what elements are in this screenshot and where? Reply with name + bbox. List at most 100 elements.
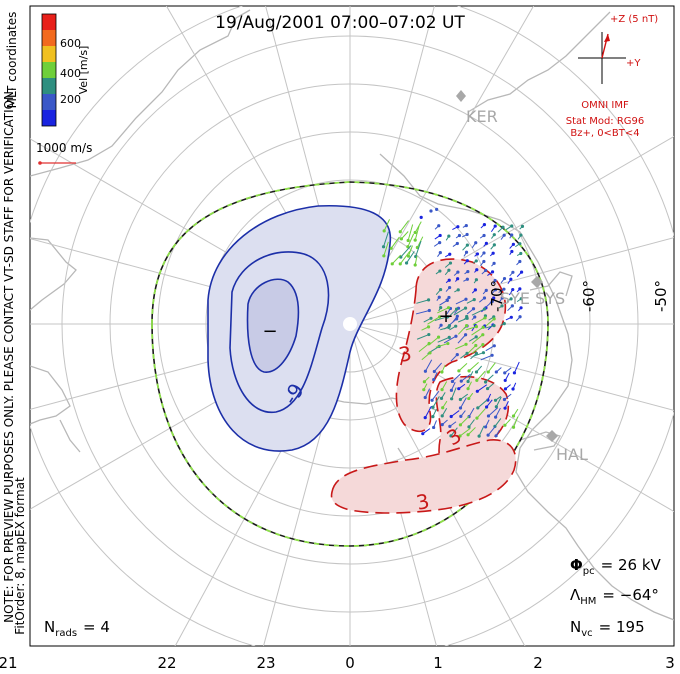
- positive-extremum-marker: +: [438, 306, 453, 327]
- vector-130: [485, 318, 495, 327]
- vector-170: [452, 373, 461, 382]
- vector-12: [407, 245, 413, 257]
- vector-160: [441, 364, 446, 373]
- vector-93: [446, 308, 451, 315]
- vector-10: [383, 241, 389, 256]
- mlt-label-21: 21: [0, 654, 18, 672]
- vector-67: [509, 271, 514, 277]
- vector-66: [487, 271, 493, 276]
- vector-148: [455, 343, 467, 350]
- vector-207: [476, 408, 486, 419]
- vector-103: [488, 316, 495, 321]
- vector-27: [505, 225, 513, 231]
- positive-contour-label-3: 3: [414, 489, 431, 515]
- vector-121: [453, 307, 466, 316]
- station-sye-sys: SYE SYS: [500, 276, 565, 308]
- vector-73: [492, 280, 496, 285]
- vector-142: [457, 334, 466, 344]
- station-label-ker: KER: [466, 107, 498, 126]
- vector-17: [414, 255, 418, 266]
- mlt-label-1: 1: [433, 654, 443, 672]
- vector-144: [471, 334, 484, 345]
- vector-127: [449, 318, 457, 325]
- vector-38: [433, 242, 440, 247]
- imf-z-label: +Z (5 nT): [610, 14, 658, 25]
- vector-51: [489, 252, 494, 257]
- vector-156: [472, 352, 484, 357]
- vector-104: [505, 316, 512, 321]
- vector-63: [464, 271, 469, 275]
- stats-panel: Φpc = 26 kV ΛHM = −64° Nvc = 195 Nrads = 4: [44, 556, 662, 639]
- vector-171: [460, 373, 471, 382]
- vector-46: [437, 252, 441, 257]
- vector-65: [481, 270, 487, 275]
- vector-82: [498, 288, 505, 293]
- vector-41: [471, 242, 477, 249]
- vector-116: [466, 299, 475, 304]
- hm-boundary-dash: [151, 181, 549, 547]
- vector-153: [450, 354, 458, 362]
- vector-87: [479, 297, 485, 303]
- colorbar-swatch-1: [42, 30, 56, 46]
- vector-98: [518, 307, 522, 312]
- vector-217: [494, 418, 502, 427]
- vector-49: [474, 253, 478, 257]
- vector-159: [433, 362, 443, 372]
- vector-123: [471, 308, 485, 316]
- vector-210: [513, 408, 519, 417]
- vector-64: [474, 269, 478, 273]
- vector-16: [406, 251, 415, 264]
- vector-137: [485, 325, 495, 329]
- vector-163: [476, 365, 483, 373]
- vector-192: [495, 395, 502, 401]
- vector-209: [495, 407, 501, 418]
- vector-71: [463, 278, 468, 282]
- vector-96: [498, 305, 503, 309]
- vector-221: [450, 427, 458, 437]
- vector-44: [509, 243, 514, 249]
- vector-193: [504, 393, 512, 400]
- negative-cell: [207, 204, 392, 452]
- lat-label-60: -60°: [580, 280, 598, 312]
- negative-contour-2: [229, 251, 330, 413]
- imf-dial: +Z (5 nT) +Y OMNI IMF Stat Mod: RG96 Bz+…: [566, 14, 659, 139]
- vector-119: [437, 307, 449, 314]
- mlt-label-2: 2: [533, 654, 543, 672]
- vector-37: [517, 234, 522, 240]
- vector-220: [422, 428, 431, 435]
- vector-214: [460, 415, 470, 426]
- vector-128: [457, 317, 468, 323]
- vector-190: [468, 392, 474, 399]
- vector-56: [473, 260, 477, 264]
- imf-y-label: +Y: [626, 58, 641, 69]
- vector-77: [445, 287, 450, 292]
- vector-189: [460, 393, 469, 400]
- vector-185: [424, 388, 431, 398]
- vector-129: [472, 317, 486, 326]
- vector-79: [471, 289, 476, 294]
- imf-source: OMNI IMF: [581, 100, 629, 111]
- vector-13: [415, 240, 422, 257]
- vector-223: [467, 427, 476, 436]
- vector-195: [442, 400, 448, 409]
- vector-143: [468, 336, 477, 342]
- vector-203: [441, 407, 448, 417]
- mlt-label-3: 3: [665, 654, 675, 672]
- vector-36: [509, 234, 513, 239]
- scale-vector: 1000 m/s: [36, 141, 92, 165]
- vector-25: [490, 225, 496, 233]
- vector-43: [490, 244, 495, 250]
- vector-60: [435, 270, 441, 275]
- vector-218: [504, 418, 511, 426]
- vector-135: [465, 326, 477, 331]
- vector-117: [484, 301, 493, 309]
- vector-21: [434, 225, 440, 230]
- vector-138: [416, 334, 429, 340]
- imf-model: Stat Mod: RG96: [566, 116, 645, 127]
- vector-1: [399, 220, 409, 233]
- positive-contour-label-1: 3: [397, 341, 414, 367]
- vector-197: [477, 398, 489, 409]
- vector-152: [421, 352, 431, 361]
- vector-151: [485, 345, 495, 352]
- station-ker: KER: [456, 90, 498, 126]
